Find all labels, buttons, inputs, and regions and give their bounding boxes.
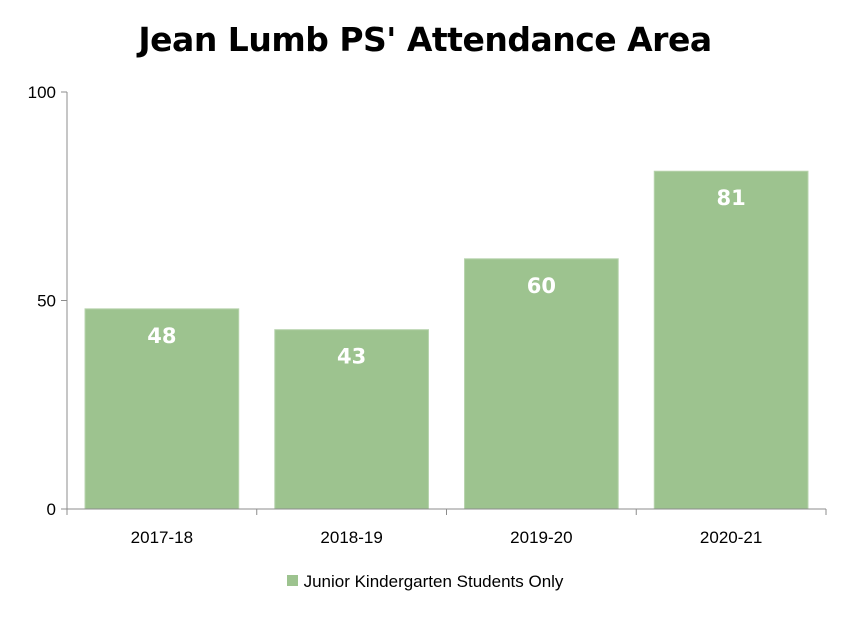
legend-swatch [286,575,298,587]
data-label: 81 [717,186,746,210]
data-label: 48 [147,324,176,348]
bars-group [84,170,809,510]
data-label: 60 [527,274,556,298]
y-tick-label: 50 [37,292,56,311]
y-tick-label: 100 [28,83,56,102]
x-tick-label: 2019-20 [510,528,572,547]
y-tick-label: 0 [47,500,56,519]
bar-2018-19 [274,329,429,510]
data-label: 43 [337,345,366,369]
x-tick-label: 2017-18 [131,528,193,547]
x-tick-label: 2018-19 [320,528,382,547]
bar-2019-20 [464,258,619,510]
x-tick-label: 2020-21 [700,528,762,547]
legend-label: Junior Kindergarten Students Only [303,572,564,591]
bar-2017-18 [84,308,240,510]
ticks-group [61,91,827,515]
chart-title: Jean Lumb PS' Attendance Area [138,20,712,59]
labels-group: 0 50 100 2017-18 48 2018-19 43 2019-20 60 2020-21… [28,83,763,547]
bar-2020-21 [653,170,809,510]
legend: Junior Kindergarten Students Only [0,572,850,592]
